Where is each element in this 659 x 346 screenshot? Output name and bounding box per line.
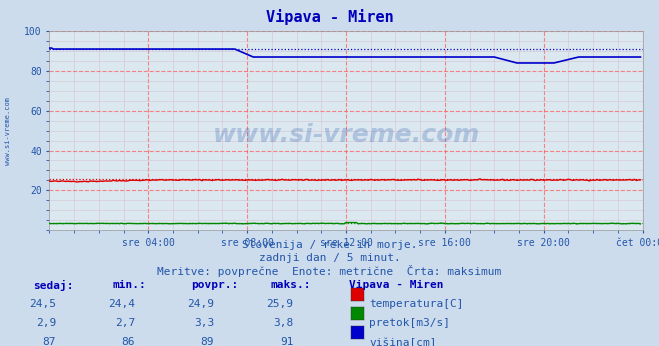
Text: 87: 87 — [43, 337, 56, 346]
Text: 24,9: 24,9 — [187, 299, 214, 309]
Text: Meritve: povprečne  Enote: metrične  Črta: maksimum: Meritve: povprečne Enote: metrične Črta:… — [158, 265, 501, 277]
Text: 91: 91 — [280, 337, 293, 346]
Text: pretok[m3/s]: pretok[m3/s] — [369, 318, 450, 328]
Text: maks.:: maks.: — [270, 280, 310, 290]
Text: Vipava - Miren: Vipava - Miren — [349, 280, 444, 290]
Text: 2,7: 2,7 — [115, 318, 135, 328]
Text: 24,5: 24,5 — [29, 299, 56, 309]
Text: 89: 89 — [201, 337, 214, 346]
Text: 25,9: 25,9 — [266, 299, 293, 309]
Text: 3,8: 3,8 — [273, 318, 293, 328]
Text: 3,3: 3,3 — [194, 318, 214, 328]
Text: 2,9: 2,9 — [36, 318, 56, 328]
Text: www.si-vreme.com: www.si-vreme.com — [5, 98, 11, 165]
Text: 24,4: 24,4 — [108, 299, 135, 309]
Text: povpr.:: povpr.: — [191, 280, 239, 290]
Text: 86: 86 — [122, 337, 135, 346]
Text: www.si-vreme.com: www.si-vreme.com — [212, 122, 480, 147]
Text: Vipava - Miren: Vipava - Miren — [266, 9, 393, 25]
Text: višina[cm]: višina[cm] — [369, 337, 436, 346]
Text: Slovenija / reke in morje.: Slovenija / reke in morje. — [242, 240, 417, 251]
Text: sedaj:: sedaj: — [33, 280, 73, 291]
Text: temperatura[C]: temperatura[C] — [369, 299, 463, 309]
Text: min.:: min.: — [112, 280, 146, 290]
Text: zadnji dan / 5 minut.: zadnji dan / 5 minut. — [258, 253, 401, 263]
